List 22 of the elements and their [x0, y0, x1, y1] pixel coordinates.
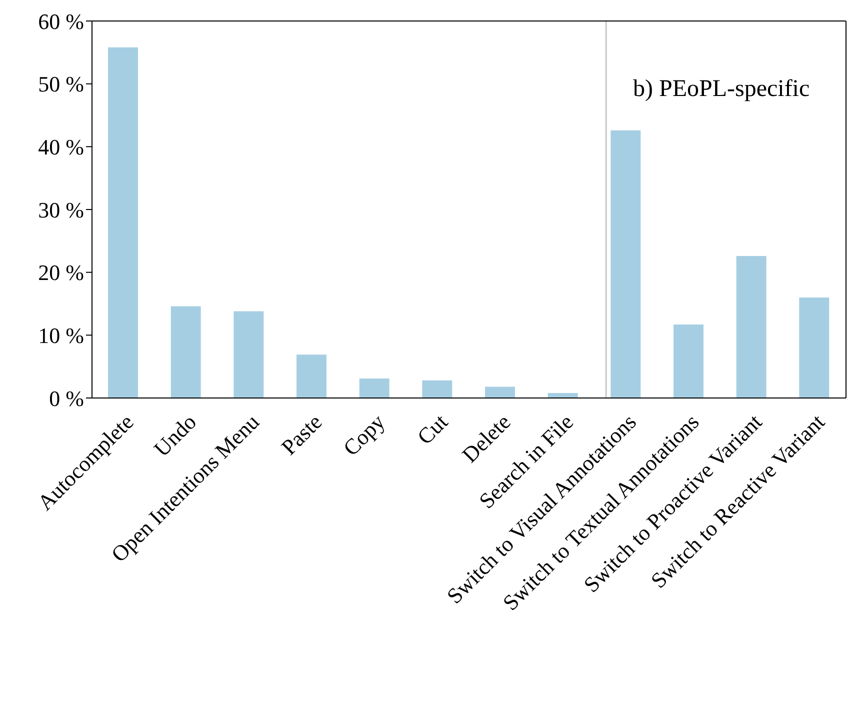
- annotation: b) PEoPL-specific: [633, 76, 810, 103]
- y-tick-label: 20 %: [38, 260, 84, 286]
- bar: [799, 297, 830, 398]
- x-tick-label: Cut: [412, 409, 452, 450]
- y-tick-label: 40 %: [38, 134, 84, 160]
- bar: [170, 306, 201, 398]
- bar: [422, 380, 452, 398]
- bar: [485, 386, 515, 398]
- x-tick-label: Undo: [148, 409, 202, 462]
- bar: [234, 311, 264, 398]
- bar: [674, 324, 704, 398]
- bar: [736, 256, 766, 398]
- y-tick-label: 10 %: [38, 322, 84, 348]
- bar: [359, 378, 390, 398]
- y-tick-label: 60 %: [38, 8, 84, 34]
- y-tick-label: 0 %: [49, 386, 84, 411]
- bar: [296, 354, 326, 398]
- y-tick-label: 30 %: [38, 197, 84, 222]
- y-tick-label: 50 %: [38, 72, 84, 97]
- bar: [108, 47, 138, 398]
- bar: [548, 392, 578, 398]
- bar: [610, 130, 641, 398]
